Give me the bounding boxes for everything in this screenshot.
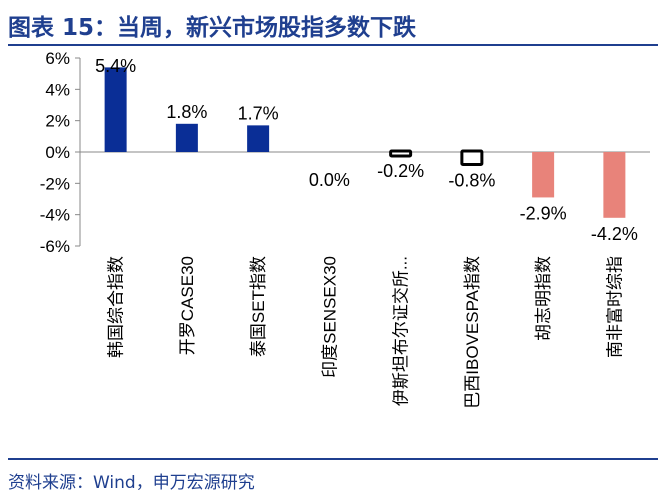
data-label: -4.2% bbox=[591, 224, 638, 244]
category-label: 巴西IBOVESPA指数 bbox=[463, 256, 482, 409]
y-tick-label: -4% bbox=[40, 206, 70, 225]
data-label: 1.8% bbox=[166, 102, 207, 122]
bar bbox=[389, 149, 413, 158]
bar bbox=[175, 123, 198, 152]
source-rule bbox=[8, 458, 658, 460]
bar bbox=[532, 152, 555, 198]
category-label: 伊斯坦布尔证交所... bbox=[392, 256, 411, 406]
category-label: 开罗CASE30 bbox=[178, 256, 197, 355]
title-rule bbox=[8, 44, 658, 46]
data-label: 1.7% bbox=[238, 103, 279, 123]
data-label: -0.2% bbox=[377, 161, 424, 181]
y-tick-label: 6% bbox=[45, 49, 70, 68]
data-label: 5.4% bbox=[95, 56, 136, 76]
y-tick-label: -6% bbox=[40, 237, 70, 256]
category-label: 胡志明指数 bbox=[534, 256, 553, 341]
bar bbox=[247, 125, 270, 152]
data-label: -2.9% bbox=[520, 203, 567, 223]
category-label: 南非富时综指 bbox=[605, 256, 624, 358]
bar bbox=[603, 152, 626, 218]
category-label: 泰国SET指数 bbox=[249, 256, 268, 357]
bar bbox=[460, 149, 484, 167]
y-tick-label: -2% bbox=[40, 174, 70, 193]
category-label: 韩国综合指数 bbox=[107, 256, 126, 358]
source-note: 资料来源：Wind，申万宏源研究 bbox=[8, 473, 255, 493]
y-tick-label: 0% bbox=[45, 143, 70, 162]
data-label: -0.8% bbox=[448, 171, 495, 191]
category-label: 印度SENSEX30 bbox=[320, 256, 339, 378]
y-tick-label: 2% bbox=[45, 112, 70, 131]
bar bbox=[104, 67, 127, 152]
data-label: 0.0% bbox=[309, 170, 350, 190]
y-tick-label: 4% bbox=[45, 80, 70, 99]
figure-title: 图表 15：当周，新兴市场股指多数下跌 bbox=[8, 15, 417, 41]
